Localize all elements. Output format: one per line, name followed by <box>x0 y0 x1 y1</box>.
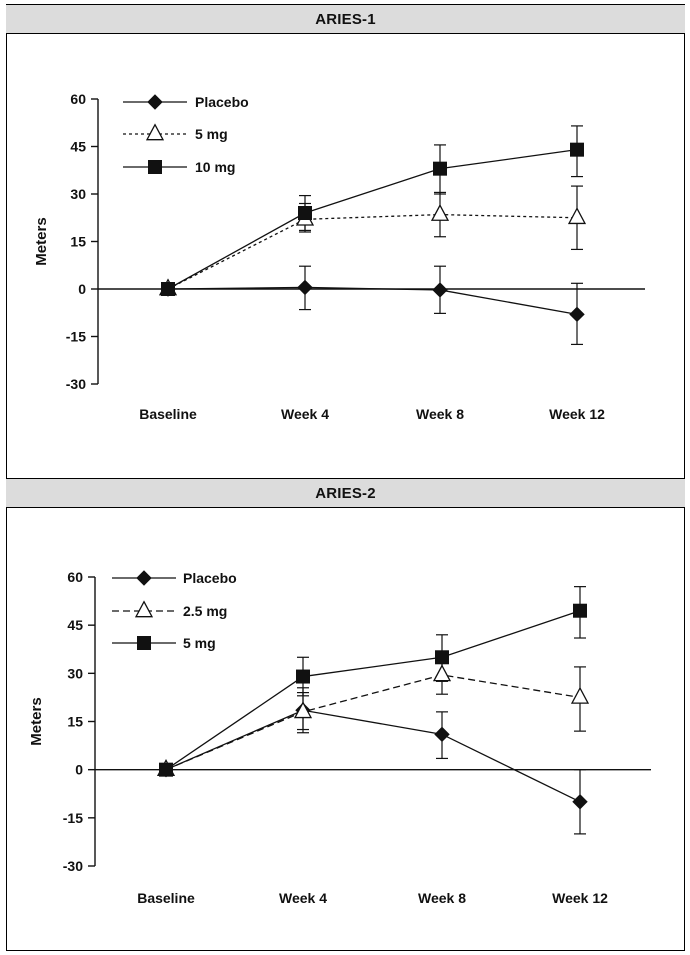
data-point-diamond <box>569 306 585 323</box>
data-point-square <box>161 282 175 296</box>
legend-marker-diamond <box>147 94 163 110</box>
x-category-label: Week 8 <box>418 890 466 906</box>
data-point-square <box>298 206 312 220</box>
y-tick-label: 60 <box>67 569 83 585</box>
y-tick-label: 30 <box>70 186 86 202</box>
series-line <box>167 149 578 290</box>
series-line <box>165 709 581 803</box>
y-axis-label: Meters <box>33 217 50 265</box>
legend-item: Placebo <box>123 94 249 110</box>
legend-marker-square <box>137 636 151 650</box>
x-category-label: Baseline <box>137 890 195 906</box>
x-category-label: Week 8 <box>416 406 464 422</box>
legend-marker-triangle-open <box>145 123 165 141</box>
series-10-mg <box>167 125 583 290</box>
data-point-triangle-open <box>570 686 590 704</box>
y-tick-label: 45 <box>67 617 83 633</box>
legend-item: Placebo <box>112 570 237 586</box>
y-tick-label: 45 <box>70 139 86 155</box>
data-point-triangle-open <box>430 203 450 221</box>
series-placebo <box>165 687 586 835</box>
chart-2: 60 45 30 15 0 -15 -30 Meters Baseline Week 4 Week … <box>28 569 651 906</box>
y-tick-label: -30 <box>63 858 83 874</box>
data-point-square <box>435 650 449 665</box>
y-tick-label: 0 <box>75 762 83 778</box>
y-axis-label: Meters <box>28 697 45 745</box>
data-point-triangle-open <box>293 701 313 719</box>
legend-item: 5 mg <box>112 635 216 651</box>
legend-item: 2.5 mg <box>112 600 227 619</box>
legend-label: 10 mg <box>195 159 235 175</box>
legend-item: 5 mg <box>123 123 228 142</box>
legend-label: Placebo <box>195 94 249 110</box>
legend-marker-triangle-open <box>134 600 154 618</box>
series-line <box>167 213 578 290</box>
y-tick-label: 0 <box>78 281 86 297</box>
legend-label: Placebo <box>183 570 237 586</box>
data-point-triangle-open <box>567 207 587 225</box>
series-line <box>167 286 578 315</box>
data-point-triangle-open <box>432 664 452 682</box>
chart-1: 60 45 30 15 0 -15 -30 Meters Baseline Week 4 Week … <box>33 91 645 422</box>
x-category-label: Week 4 <box>279 890 327 906</box>
series-placebo <box>167 265 583 346</box>
x-category-label: Week 4 <box>281 406 329 422</box>
legend-label: 5 mg <box>195 126 228 142</box>
y-tick-label: 60 <box>70 91 86 107</box>
x-category-label: Baseline <box>139 406 197 422</box>
y-tick-label: 15 <box>70 234 86 250</box>
series-line <box>165 674 581 771</box>
legend-item: 10 mg <box>123 159 235 175</box>
y-tick-label: 30 <box>67 665 83 681</box>
data-point-square <box>570 142 584 157</box>
y-tick-label: 15 <box>67 714 83 730</box>
legend-marker-diamond <box>136 570 152 586</box>
y-tick-label: -30 <box>66 376 86 392</box>
legend-label: 2.5 mg <box>183 603 227 619</box>
data-point-diamond <box>432 282 448 298</box>
series-5-mg <box>167 185 583 290</box>
x-category-label: Week 12 <box>549 406 605 422</box>
data-point-square <box>573 603 587 618</box>
panel-title-aries-1: ARIES-1 <box>6 4 685 34</box>
data-point-square <box>296 669 310 684</box>
data-point-diamond <box>297 279 313 296</box>
data-point-diamond <box>434 726 450 743</box>
legend-label: 5 mg <box>183 635 216 651</box>
y-tick-label: -15 <box>66 329 86 345</box>
data-point-diamond <box>572 794 588 810</box>
series-2-5-mg <box>165 653 586 771</box>
data-point-square <box>433 161 447 176</box>
y-tick-label: -15 <box>63 810 83 826</box>
data-point-square <box>159 762 173 777</box>
panel-title-aries-2: ARIES-2 <box>6 478 685 508</box>
legend-marker-square <box>148 160 162 174</box>
x-category-label: Week 12 <box>552 890 608 906</box>
series-line <box>165 610 581 771</box>
